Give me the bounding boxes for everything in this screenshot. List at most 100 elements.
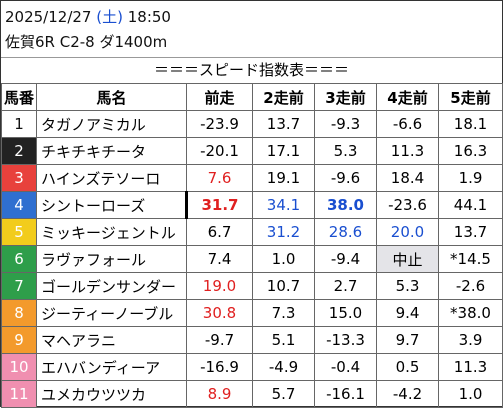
speed-index: 15.0 <box>314 299 377 327</box>
horse-name: ミッキージェントル <box>36 218 187 246</box>
speed-index: 19.0 <box>186 272 253 300</box>
speed-index: 1.9 <box>438 164 503 192</box>
column-header: 4走前 <box>376 83 439 111</box>
speed-index: 11.3 <box>438 353 503 381</box>
speed-index: 5.3 <box>376 272 439 300</box>
horse-name: マヘアラニ <box>36 326 187 354</box>
horse-name: ラヴァフォール <box>36 245 187 273</box>
speed-index: 34.1 <box>252 191 315 219</box>
speed-index: -13.3 <box>314 326 377 354</box>
speed-index: *38.0 <box>438 299 503 327</box>
speed-index: -4.9 <box>252 353 315 381</box>
horse-name: ユメカウツツカ <box>36 380 187 408</box>
speed-index: 16.3 <box>438 137 503 165</box>
horse-name: ハインズテソーロ <box>36 164 187 192</box>
horse-row: 4 シントーローズ 31.7 34.1 38.0 -23.6 44.1 <box>1 191 503 219</box>
speed-index: 31.2 <box>252 218 315 246</box>
horse-name: タガノアミカル <box>36 110 187 138</box>
horse-number: 2 <box>1 137 37 165</box>
column-header: 5走前 <box>438 83 503 111</box>
date: 2025/12/27 <box>5 8 92 26</box>
speed-index: 2.7 <box>314 272 377 300</box>
speed-index: 44.1 <box>438 191 503 219</box>
horse-name: シントーローズ <box>36 191 187 219</box>
speed-index: -6.6 <box>376 110 439 138</box>
horse-name: エハバンディーア <box>36 353 187 381</box>
speed-index: 17.1 <box>252 137 315 165</box>
speed-index: 11.3 <box>376 137 439 165</box>
speed-index: -20.1 <box>186 137 253 165</box>
speed-index: -9.3 <box>314 110 377 138</box>
speed-index: -2.6 <box>438 272 503 300</box>
column-header: 馬名 <box>36 83 187 111</box>
column-header: 2走前 <box>252 83 315 111</box>
horse-row: 2 チキチキチータ -20.1 17.1 5.3 11.3 16.3 <box>1 137 503 165</box>
speed-index: 7.3 <box>252 299 315 327</box>
speed-index: -16.1 <box>314 380 377 408</box>
speed-index: 3.9 <box>438 326 503 354</box>
race-datetime: 2025/12/27 (土) 18:50 <box>5 6 171 27</box>
horse-number: 1 <box>1 110 37 138</box>
table-title: ＝＝＝スピード指数表＝＝＝ <box>1 57 502 82</box>
speed-index: 1.0 <box>252 245 315 273</box>
speed-index: 8.9 <box>186 380 253 408</box>
speed-index: -9.4 <box>314 245 377 273</box>
horse-name: ジーティーノーブル <box>36 299 187 327</box>
horse-number: 10 <box>1 353 37 381</box>
speed-index: 18.1 <box>438 110 503 138</box>
horse-number: 5 <box>1 218 37 246</box>
horse-number: 7 <box>1 272 37 300</box>
horse-number: 11 <box>1 380 37 408</box>
speed-index: -23.9 <box>186 110 253 138</box>
speed-index: 5.3 <box>314 137 377 165</box>
speed-index: 9.4 <box>376 299 439 327</box>
column-header: 前走 <box>186 83 253 111</box>
speed-table: 馬番 馬名 前走 2走前 3走前 4走前 5走前 1 タガノアミカル -23.9 13.7 -9.3… <box>1 83 503 408</box>
horse-number: 9 <box>1 326 37 354</box>
speed-index: 7.4 <box>186 245 253 273</box>
speed-index: -4.2 <box>376 380 439 408</box>
speed-index: 10.7 <box>252 272 315 300</box>
horse-row: 1 タガノアミカル -23.9 13.7 -9.3 -6.6 18.1 <box>1 110 503 138</box>
speed-index: 中止 <box>376 245 439 273</box>
horse-row: 11 ユメカウツツカ 8.9 5.7 -16.1 -4.2 1.0 <box>1 380 503 408</box>
horse-row: 6 ラヴァフォール 7.4 1.0 -9.4 中止 *14.5 <box>1 245 503 273</box>
speed-index: 9.7 <box>376 326 439 354</box>
speed-index: -9.6 <box>314 164 377 192</box>
horse-row: 5 ミッキージェントル 6.7 31.2 28.6 20.0 13.7 <box>1 218 503 246</box>
speed-index: -23.6 <box>376 191 439 219</box>
speed-index: 19.1 <box>252 164 315 192</box>
horse-row: 8 ジーティーノーブル 30.8 7.3 15.0 9.4 *38.0 <box>1 299 503 327</box>
speed-index: 20.0 <box>376 218 439 246</box>
speed-index: 28.6 <box>314 218 377 246</box>
header-row: 馬番 馬名 前走 2走前 3走前 4走前 5走前 <box>1 83 503 111</box>
speed-index: -16.9 <box>186 353 253 381</box>
speed-index: 38.0 <box>314 191 377 219</box>
horse-name: チキチキチータ <box>36 137 187 165</box>
horse-row: 7 ゴールデンサンダー 19.0 10.7 2.7 5.3 -2.6 <box>1 272 503 300</box>
speed-index: 18.4 <box>376 164 439 192</box>
speed-index: 13.7 <box>252 110 315 138</box>
speed-index: 7.6 <box>186 164 253 192</box>
race-info: 佐賀6R C2-8 ダ1400m <box>5 33 168 51</box>
speed-index: -9.7 <box>186 326 253 354</box>
speed-index: -0.4 <box>314 353 377 381</box>
horse-row: 3 ハインズテソーロ 7.6 19.1 -9.6 18.4 1.9 <box>1 164 503 192</box>
horse-number: 3 <box>1 164 37 192</box>
weekday: (土) <box>96 8 123 26</box>
speed-index: 6.7 <box>186 218 253 246</box>
speed-index: 5.1 <box>252 326 315 354</box>
time: 18:50 <box>127 8 171 26</box>
horse-name: ゴールデンサンダー <box>36 272 187 300</box>
speed-index: 13.7 <box>438 218 503 246</box>
column-header: 馬番 <box>1 83 37 111</box>
speed-index: 30.8 <box>186 299 253 327</box>
horse-number: 4 <box>1 191 37 219</box>
horse-row: 10 エハバンディーア -16.9 -4.9 -0.4 0.5 11.3 <box>1 353 503 381</box>
speed-index: 31.7 <box>185 191 253 219</box>
horse-number: 8 <box>1 299 37 327</box>
speed-index: 5.7 <box>252 380 315 408</box>
speed-index: 1.0 <box>438 380 503 408</box>
